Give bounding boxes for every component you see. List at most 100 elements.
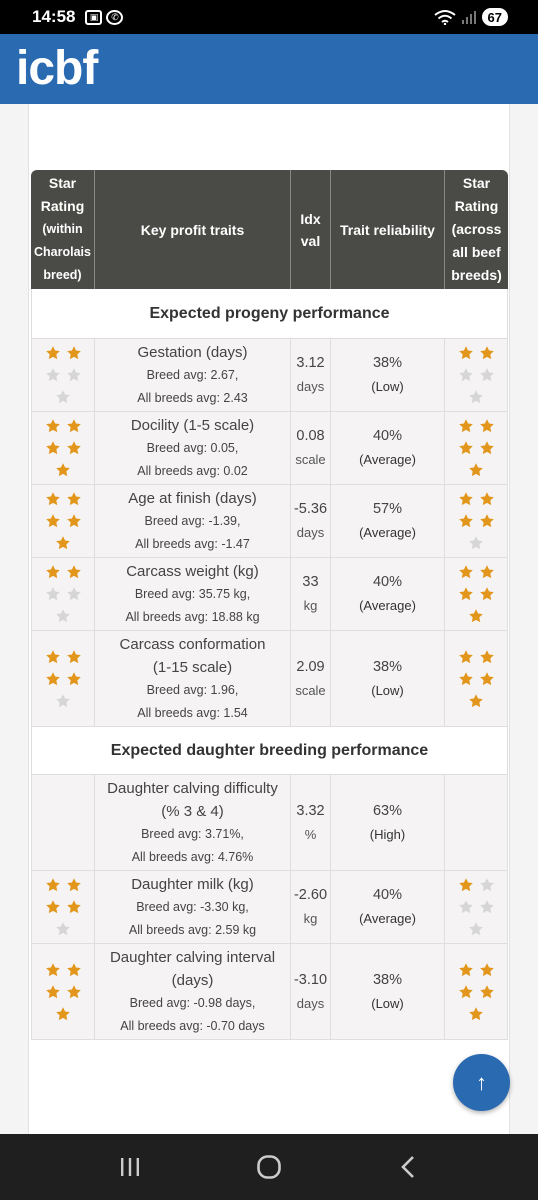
- star-filled-icon: [455, 960, 476, 979]
- star-empty-icon: [53, 920, 74, 939]
- breed-avg: Breed avg: -3.30 kg,: [136, 899, 249, 914]
- star-filled-icon: [476, 417, 497, 436]
- across-breeds-stars: [455, 563, 497, 626]
- across-breeds-stars: [455, 490, 497, 553]
- idx-value: 3.32: [296, 802, 325, 819]
- page-body: Star Rating (within Charolais breed) Key…: [0, 104, 538, 1134]
- header-star-across: Star Rating (across all beef breeds): [445, 170, 508, 289]
- trait-row: Carcass conformation (1-15 scale) Breed av…: [31, 631, 508, 727]
- star-empty-icon: [42, 585, 63, 604]
- idx-cell: 3.12 days: [291, 339, 331, 412]
- star-empty-icon: [466, 534, 487, 553]
- star-across-cell: [445, 485, 508, 558]
- star-filled-icon: [42, 439, 63, 458]
- breed-avg: Breed avg: 35.75 kg,: [134, 586, 251, 601]
- reliability-level: (High): [369, 826, 406, 842]
- star-filled-icon: [455, 585, 476, 604]
- idx-unit: days: [296, 995, 325, 1011]
- reliability-pct: 40%: [372, 428, 403, 444]
- recent-apps-button[interactable]: [110, 1147, 150, 1187]
- star-across-cell: [445, 631, 508, 727]
- reliability-level: (Average): [359, 911, 416, 926]
- reliability-cell: 38% (Low): [331, 631, 445, 727]
- star-filled-icon: [63, 982, 84, 1001]
- trait-name: Daughter milk (kg): [131, 875, 254, 893]
- home-button[interactable]: [249, 1147, 289, 1187]
- star-filled-icon: [476, 960, 497, 979]
- star-filled-icon: [63, 563, 84, 582]
- trait-cell: Daughter milk (kg) Breed avg: -3.30 kg, Al…: [95, 871, 291, 944]
- star-filled-icon: [476, 563, 497, 582]
- across-breeds-stars: [455, 344, 497, 407]
- star-filled-icon: [455, 417, 476, 436]
- star-within-cell: [31, 339, 95, 412]
- trait-name: Carcass conformation: [119, 635, 266, 653]
- star-filled-icon: [455, 669, 476, 688]
- back-button[interactable]: [388, 1147, 428, 1187]
- star-filled-icon: [455, 490, 476, 509]
- star-filled-icon: [63, 647, 84, 666]
- trait-name: Docility (1-5 scale): [130, 416, 255, 434]
- android-nav-bar: [0, 1134, 538, 1200]
- star-within-cell: [31, 558, 95, 631]
- idx-cell: -3.10 days: [291, 944, 331, 1040]
- trait-row: Gestation (days) Breed avg: 2.67, All bree…: [31, 339, 508, 412]
- all-breeds-avg: All breeds avg: 4.76%: [131, 849, 254, 864]
- trait-name: Daughter calving difficulty: [107, 779, 278, 797]
- breed-avg: Breed avg: 3.71%,: [141, 826, 244, 841]
- star-empty-icon: [63, 366, 84, 385]
- star-filled-icon: [455, 982, 476, 1001]
- star-filled-icon: [476, 344, 497, 363]
- star-empty-icon: [53, 388, 74, 407]
- star-filled-icon: [53, 461, 74, 480]
- scroll-to-top-button[interactable]: ↑: [453, 1054, 510, 1111]
- idx-value: 0.08: [296, 428, 325, 444]
- trait-cell: Docility (1-5 scale) Breed avg: 0.05, All …: [95, 412, 291, 485]
- within-breed-stars: [42, 344, 84, 407]
- idx-unit: days: [296, 379, 325, 394]
- content-panel: Star Rating (within Charolais breed) Key…: [28, 104, 510, 1134]
- reliability-cell: 38% (Low): [331, 339, 445, 412]
- star-filled-icon: [53, 534, 74, 553]
- reliability-level: (Average): [359, 525, 416, 540]
- star-filled-icon: [42, 563, 63, 582]
- breed-avg: Breed avg: 0.05,: [146, 440, 239, 455]
- star-within-cell: [31, 944, 95, 1040]
- star-filled-icon: [476, 490, 497, 509]
- star-filled-icon: [466, 461, 487, 480]
- star-filled-icon: [63, 876, 84, 895]
- idx-cell: 2.09 scale: [291, 631, 331, 727]
- signal-icon: [461, 10, 476, 24]
- site-header: icbf: [0, 34, 538, 104]
- star-within-cell: [31, 775, 95, 871]
- icbf-logo[interactable]: icbf: [16, 42, 98, 95]
- idx-unit: scale: [295, 452, 326, 467]
- trait-row: Docility (1-5 scale) Breed avg: 0.05, All …: [31, 412, 508, 485]
- trait-row: Daughter calving interval (days) Breed avg…: [31, 944, 508, 1040]
- whatsapp-icon: ✆: [106, 9, 124, 25]
- star-within-cell: [31, 485, 95, 558]
- within-breed-stars: [42, 490, 84, 553]
- across-breeds-stars: [455, 417, 497, 480]
- idx-value: -3.10: [293, 971, 328, 988]
- idx-value: 2.09: [296, 658, 325, 675]
- star-filled-icon: [63, 898, 84, 917]
- idx-unit: kg: [303, 598, 318, 613]
- star-across-cell: [445, 558, 508, 631]
- star-filled-icon: [476, 669, 497, 688]
- within-breed-stars: [42, 960, 84, 1023]
- reliability-cell: 40% (Average): [331, 558, 445, 631]
- trait-cell: Daughter calving interval (days) Breed avg…: [95, 944, 291, 1040]
- reliability-cell: 40% (Average): [331, 412, 445, 485]
- trait-cell: Gestation (days) Breed avg: 2.67, All bree…: [95, 339, 291, 412]
- reliability-pct: 63%: [372, 802, 403, 819]
- star-filled-icon: [63, 490, 84, 509]
- star-across-cell: [445, 775, 508, 871]
- trait-name: (1-15 scale): [152, 658, 233, 676]
- star-filled-icon: [455, 439, 476, 458]
- idx-cell: 0.08 scale: [291, 412, 331, 485]
- star-filled-icon: [63, 344, 84, 363]
- across-breeds-stars: [455, 876, 497, 939]
- star-filled-icon: [455, 563, 476, 582]
- star-filled-icon: [42, 960, 63, 979]
